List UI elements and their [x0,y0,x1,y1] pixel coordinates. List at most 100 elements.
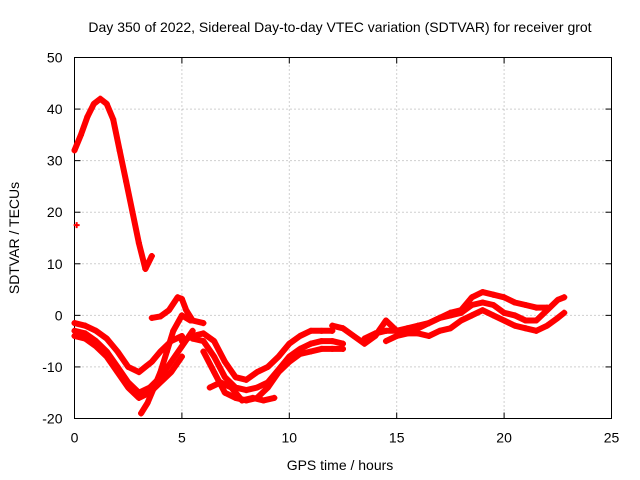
series-mid-4 [206,379,278,404]
data-point [71,147,78,154]
data-point [92,327,99,334]
data-point [189,327,196,334]
data-point [157,348,164,355]
data-point [340,340,346,347]
data-point [189,317,196,324]
data-point [404,325,411,332]
x-tick-label: 15 [389,430,405,446]
data-point [77,131,84,138]
series-group [71,95,568,417]
data-point [200,320,207,327]
data-point [501,294,508,301]
plot-frame [74,57,612,419]
data-point [447,312,454,319]
data-point [361,335,368,342]
data-point [382,338,389,345]
x-tick-label: 0 [71,430,79,446]
y-tick-label: 40 [47,101,63,117]
x-tick-label: 25 [604,430,620,446]
y-tick-label: -10 [42,359,62,375]
data-point [243,387,250,394]
data-point [468,312,475,319]
data-point [71,320,78,327]
data-point [144,400,151,407]
data-point [92,343,99,350]
data-point [318,338,325,345]
data-point [307,340,314,347]
data-point [329,338,336,345]
data-point [533,304,540,311]
series-mid-3 [200,345,346,404]
series-line [138,312,194,417]
data-point [561,309,568,316]
data-point [361,340,368,347]
data-point [554,314,561,321]
data-point [533,327,540,334]
data-point [490,312,497,319]
data-point [125,384,132,391]
x-tick-label: 5 [178,430,186,446]
data-point [271,394,278,401]
data-point [254,369,261,376]
data-point [148,358,155,365]
data-point [425,320,432,327]
data-point [275,369,282,376]
data-point [318,345,325,352]
data-point [82,330,89,337]
data-point [490,302,497,309]
data-point [554,296,561,303]
data-point [264,384,271,391]
data-point [329,327,336,334]
y-tick-label: 30 [47,153,63,169]
series-arc-a [71,320,185,376]
data-point [90,100,97,107]
data-point [286,358,293,365]
y-tick-label: 20 [47,204,63,220]
y-axis-label: SDTVAR / TECUs [6,182,22,294]
data-point [522,317,529,324]
data-point [211,338,218,345]
y-tick-label: -20 [42,411,62,427]
chart-title: Day 350 of 2022, Sidereal Day-to-day VTE… [88,19,591,35]
data-point [189,335,196,342]
data-point [174,294,181,301]
series-late-2 [361,294,568,342]
data-point [110,116,117,123]
data-point [206,384,213,391]
x-tick-label: 20 [496,430,512,446]
data-point [103,353,110,360]
data-point [254,384,261,391]
data-point [561,294,568,301]
data-point [129,209,136,216]
x-axis-label: GPS time / hours [287,457,394,473]
data-point [135,369,142,376]
data-point [468,302,475,309]
data-point [350,332,357,339]
data-point [163,348,170,355]
series-bump [148,294,207,327]
data-point [114,348,121,355]
data-point [522,325,529,332]
data-point [178,295,185,302]
data-point [297,332,304,339]
data-point [123,178,130,185]
y-tick-label: 0 [55,307,63,323]
data-point [468,294,475,301]
data-point [393,332,400,339]
data-point [264,363,271,370]
data-point [307,348,314,355]
data-point [447,325,454,332]
data-point [436,327,443,334]
data-point [232,374,239,381]
data-point [286,340,293,347]
x-tick-label: 10 [282,430,298,446]
data-point [490,291,497,298]
data-point [275,353,282,360]
data-point [142,363,149,370]
data-point [479,289,486,296]
data-point [425,332,432,339]
data-point [511,299,518,306]
data-point [221,374,228,381]
data-point [329,322,336,329]
data-point [71,332,78,339]
